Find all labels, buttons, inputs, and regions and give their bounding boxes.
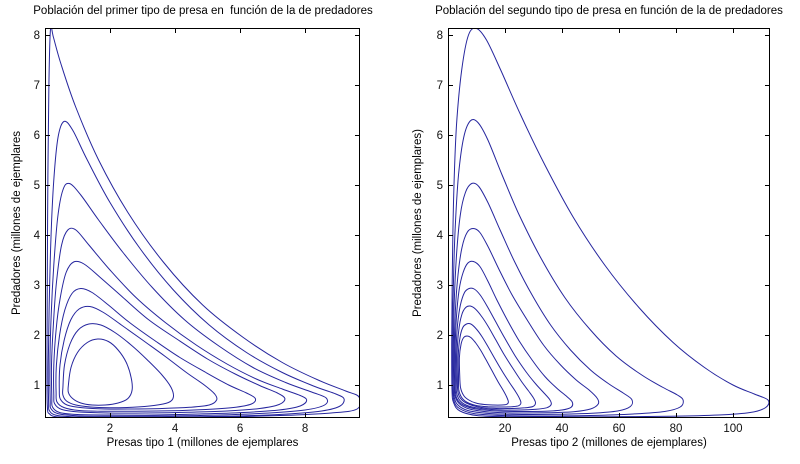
trajectory-curve bbox=[46, 28, 360, 418]
y-tick-label: 2 bbox=[437, 330, 443, 342]
y-tick-label: 7 bbox=[437, 80, 443, 92]
plot1-curves bbox=[46, 28, 360, 418]
x-tick-label: 20 bbox=[499, 423, 512, 435]
trajectory-curve bbox=[458, 335, 509, 406]
trajectory-curve bbox=[455, 287, 552, 411]
trajectory-curve bbox=[53, 260, 286, 414]
y-tick-label: 4 bbox=[437, 230, 444, 242]
trajectory-curve bbox=[452, 119, 684, 417]
plot2-tick-labels: 20 40 60 80 100 1 2 3 4 5 6 7 8 bbox=[437, 30, 743, 435]
trajectory-curve bbox=[67, 338, 133, 406]
plot1-xlabel: Presas tipo 1 (millones de ejemplares bbox=[106, 437, 299, 449]
x-tick-label: 6 bbox=[237, 423, 243, 435]
plot2-title: Población del segundo tipo de presa en f… bbox=[435, 5, 783, 17]
y-tick-label: 7 bbox=[34, 80, 40, 92]
y-tick-label: 5 bbox=[34, 180, 40, 192]
x-tick-label: 80 bbox=[670, 423, 683, 435]
plot2-ylabel: Predadores (millones de ejemplares) bbox=[412, 129, 424, 317]
y-tick-label: 4 bbox=[34, 230, 41, 242]
y-tick-label: 1 bbox=[437, 380, 443, 392]
trajectory-curve bbox=[47, 120, 345, 418]
trajectory-curve bbox=[453, 227, 600, 414]
x-tick-label: 8 bbox=[302, 423, 308, 435]
y-tick-label: 5 bbox=[437, 180, 443, 192]
plot2-axes bbox=[448, 28, 770, 418]
x-tick-label: 60 bbox=[613, 423, 626, 435]
trajectory-curve bbox=[457, 323, 522, 408]
y-tick-label: 8 bbox=[437, 30, 443, 42]
y-tick-label: 3 bbox=[34, 280, 40, 292]
trajectory-curve bbox=[49, 182, 329, 417]
trajectory-curve bbox=[451, 28, 770, 418]
x-tick-label: 100 bbox=[723, 423, 742, 435]
y-tick-label: 1 bbox=[34, 380, 40, 392]
y-tick-label: 2 bbox=[34, 330, 40, 342]
trajectory-curve bbox=[454, 260, 574, 412]
x-tick-label: 4 bbox=[172, 423, 179, 435]
x-tick-label: 2 bbox=[107, 423, 113, 435]
y-tick-label: 3 bbox=[437, 280, 443, 292]
y-tick-label: 6 bbox=[34, 130, 40, 142]
plot1-title: Población del primer tipo de presa en fu… bbox=[33, 5, 373, 17]
y-tick-label: 6 bbox=[437, 130, 443, 142]
plot2-xlabel: Presas tipo 2 (millones de ejemplares) bbox=[511, 437, 707, 449]
trajectory-curve bbox=[55, 287, 257, 412]
axes-box bbox=[45, 28, 360, 418]
axes-box bbox=[448, 28, 770, 418]
trajectory-curve bbox=[58, 305, 218, 410]
plot1-ylabel: Predadores (millones de ejemplares bbox=[11, 130, 23, 316]
x-tick-label: 40 bbox=[556, 423, 569, 435]
trajectory-curve bbox=[50, 227, 308, 416]
plot2-curves bbox=[451, 28, 770, 418]
y-tick-label: 8 bbox=[34, 30, 40, 42]
trajectory-curve bbox=[456, 305, 537, 410]
trajectory-curve bbox=[452, 182, 633, 416]
plot1-tick-labels: 2 4 6 8 1 2 3 4 5 6 7 8 bbox=[34, 30, 309, 435]
plot1-axes bbox=[45, 28, 360, 418]
trajectory-curve bbox=[62, 323, 174, 409]
